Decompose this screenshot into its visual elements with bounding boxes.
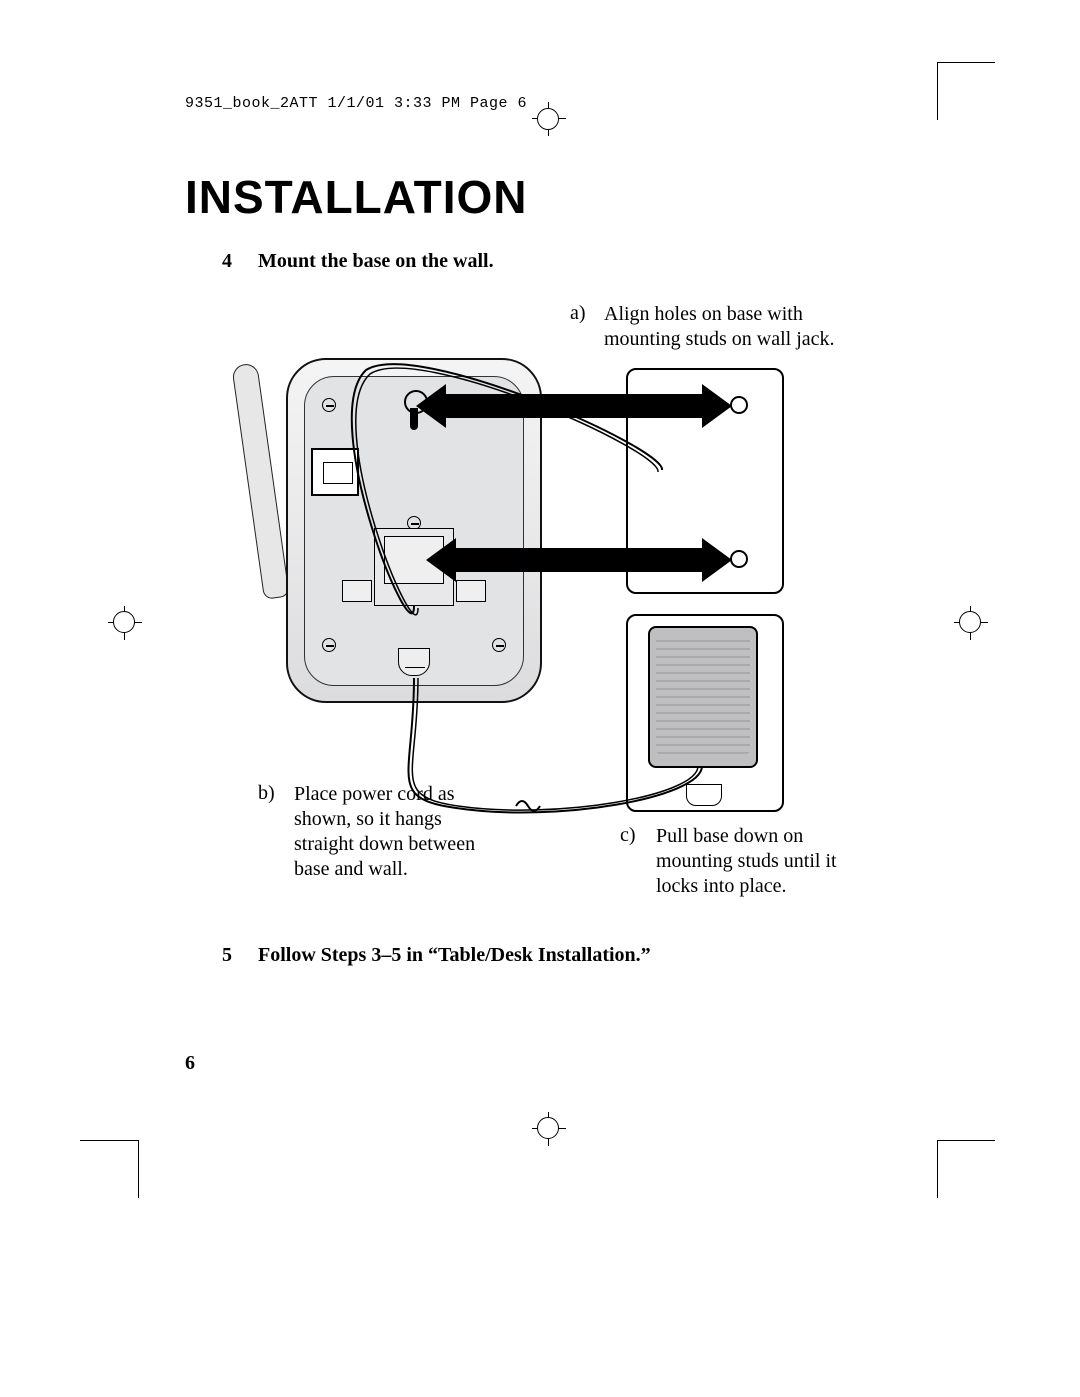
step-5-text: Follow Steps 3–5 in “Table/Desk Installa… xyxy=(258,944,651,967)
crop-mark xyxy=(937,62,995,63)
callout-a-text: Align holes on base with mounting studs … xyxy=(604,302,864,352)
step-4-text: Mount the base on the wall. xyxy=(258,250,494,273)
callout-b-text: Place power cord as shown, so it hangs s… xyxy=(294,782,494,882)
installation-diagram xyxy=(256,358,797,848)
step-5-number: 5 xyxy=(222,944,232,967)
crop-mark xyxy=(537,108,559,130)
crop-mark xyxy=(537,1117,559,1139)
crop-mark xyxy=(80,1140,138,1141)
print-slug: 9351_book_2ATT 1/1/01 3:33 PM Page 6 xyxy=(185,95,527,112)
crop-mark xyxy=(937,1140,938,1198)
crop-mark xyxy=(959,611,981,633)
callout-c-label: c) xyxy=(620,824,636,847)
step-4-number: 4 xyxy=(222,250,232,273)
crop-mark xyxy=(138,1140,139,1198)
crop-mark xyxy=(113,611,135,633)
callout-a-label: a) xyxy=(570,302,586,325)
crop-mark xyxy=(937,62,938,120)
callout-c-text: Pull base down on mounting studs until i… xyxy=(656,824,866,899)
page: 9351_book_2ATT 1/1/01 3:33 PM Page 6 INS… xyxy=(0,0,1080,1397)
page-number: 6 xyxy=(185,1052,195,1075)
page-title: INSTALLATION xyxy=(185,170,527,224)
callout-b-label: b) xyxy=(258,782,275,805)
crop-mark xyxy=(937,1140,995,1141)
